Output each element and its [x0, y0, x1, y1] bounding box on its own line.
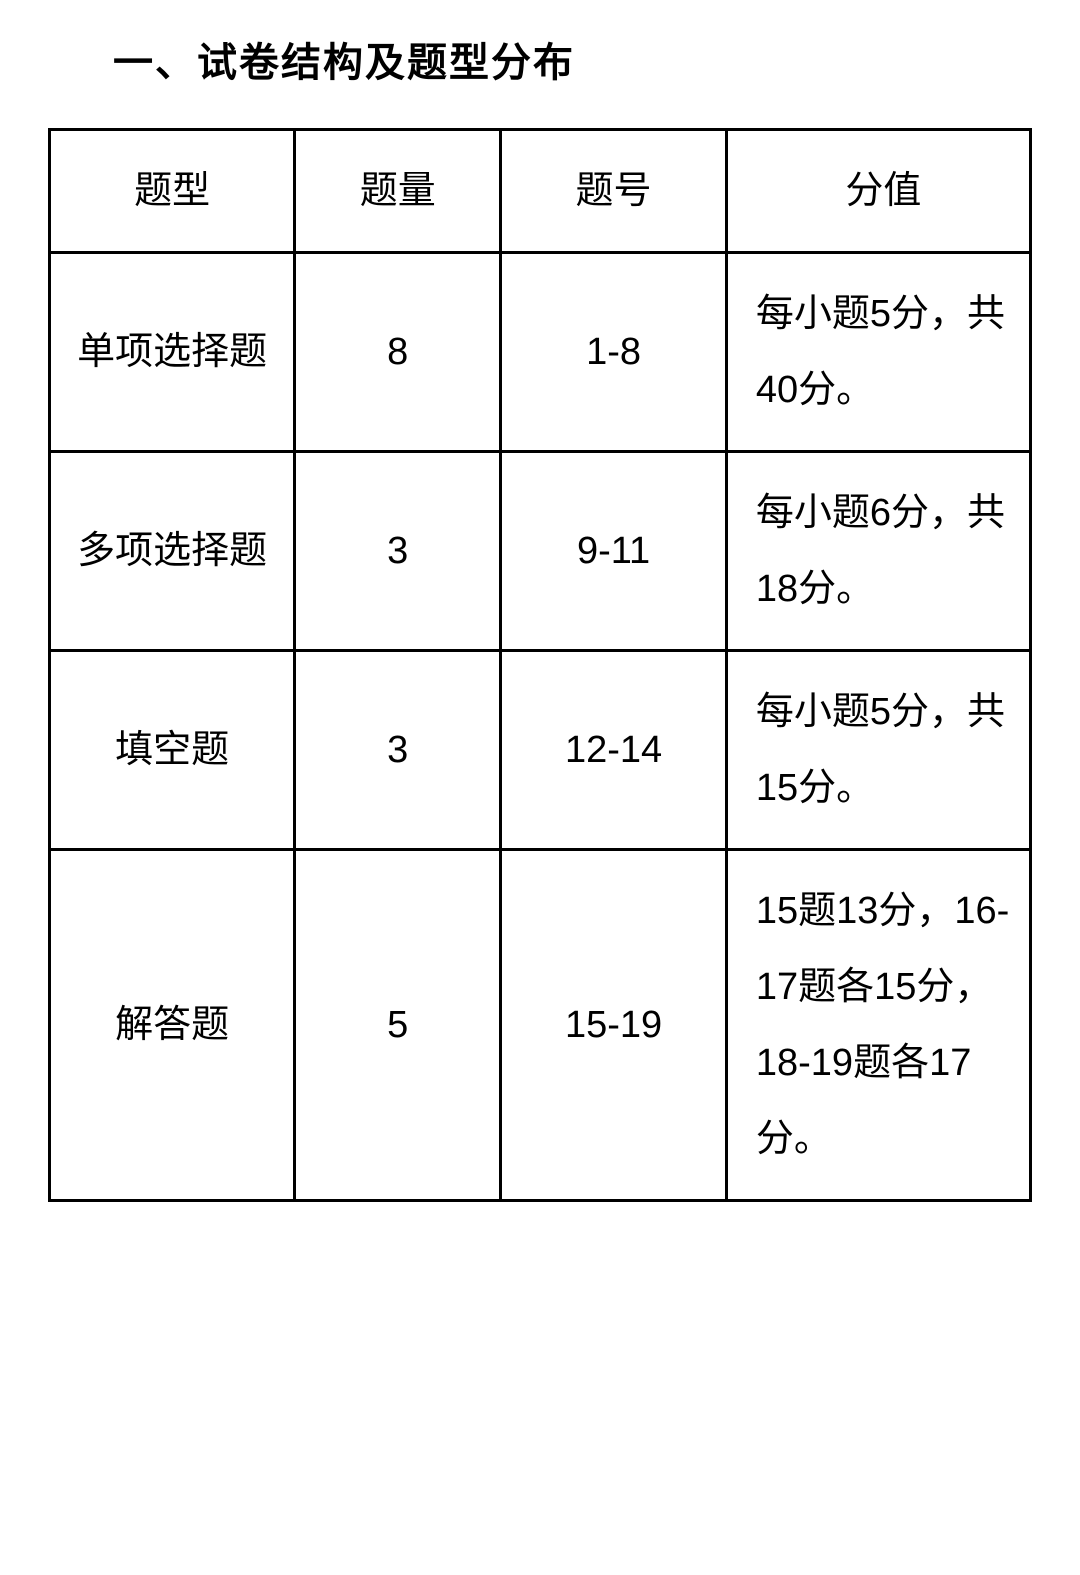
cell-score: 每小题5分，共40分。: [726, 253, 1030, 452]
cell-type: 填空题: [50, 651, 295, 850]
cell-score: 15题13分，16-17题各15分，18-19题各17分。: [726, 850, 1030, 1201]
cell-score: 每小题6分，共18分。: [726, 452, 1030, 651]
cell-type: 多项选择题: [50, 452, 295, 651]
table-row: 解答题 5 15-19 15题13分，16-17题各15分，18-19题各17分…: [50, 850, 1031, 1201]
table-row: 多项选择题 3 9-11 每小题6分，共18分。: [50, 452, 1031, 651]
cell-type: 单项选择题: [50, 253, 295, 452]
col-header-type: 题型: [50, 130, 295, 253]
cell-count: 8: [295, 253, 501, 452]
cell-number: 9-11: [501, 452, 727, 651]
cell-count: 3: [295, 651, 501, 850]
table-header-row: 题型 题量 题号 分值: [50, 130, 1031, 253]
col-header-score: 分值: [726, 130, 1030, 253]
cell-number: 1-8: [501, 253, 727, 452]
section-title: 一、试卷结构及题型分布: [113, 30, 1032, 88]
cell-count: 5: [295, 850, 501, 1201]
cell-number: 12-14: [501, 651, 727, 850]
col-header-number: 题号: [501, 130, 727, 253]
cell-type: 解答题: [50, 850, 295, 1201]
col-header-count: 题量: [295, 130, 501, 253]
cell-score: 每小题5分，共15分。: [726, 651, 1030, 850]
cell-number: 15-19: [501, 850, 727, 1201]
table-row: 单项选择题 8 1-8 每小题5分，共40分。: [50, 253, 1031, 452]
cell-count: 3: [295, 452, 501, 651]
exam-structure-table: 题型 题量 题号 分值 单项选择题 8 1-8 每小题5分，共40分。 多项选择…: [48, 128, 1032, 1202]
table-row: 填空题 3 12-14 每小题5分，共15分。: [50, 651, 1031, 850]
